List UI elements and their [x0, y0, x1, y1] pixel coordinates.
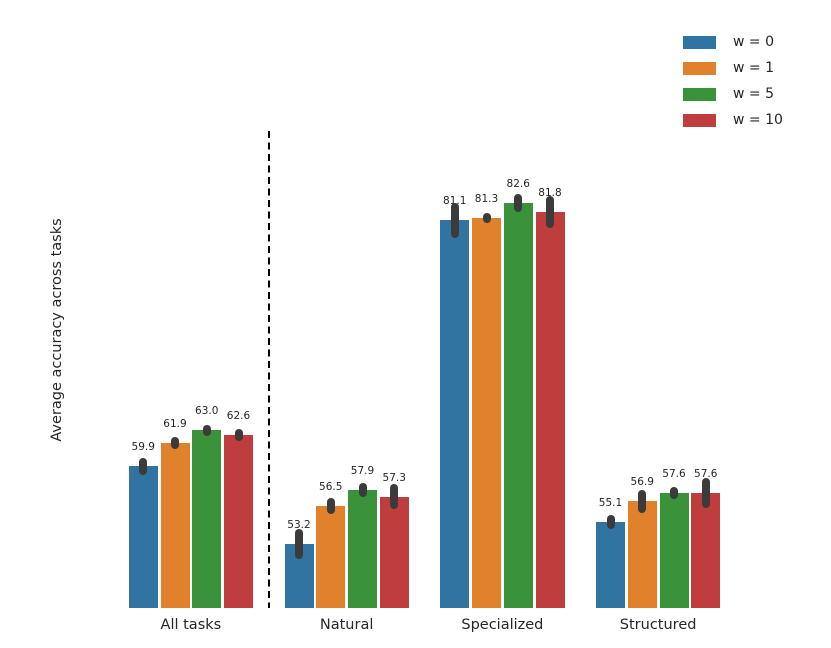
- legend-item: w = 5: [683, 81, 783, 107]
- legend-label: w = 10: [733, 112, 783, 128]
- category-separator-dashed-line: [267, 131, 270, 608]
- bar-w=0-structured: [596, 522, 625, 608]
- bar-value-label: 81.8: [538, 187, 562, 200]
- legend-swatch-icon: [683, 61, 716, 75]
- bar-value-label: 61.9: [163, 418, 187, 431]
- bar-value-label: 56.9: [630, 476, 654, 489]
- error-bar: [295, 529, 303, 560]
- bar-w=10-specialized: [535, 212, 565, 608]
- bar-value-label: 81.3: [474, 193, 499, 206]
- bar-w=1-specialized: [472, 218, 501, 608]
- bar-w=10-structured: [691, 493, 721, 608]
- error-bar: [606, 515, 615, 530]
- error-bar: [202, 424, 211, 437]
- bar-value-label: 57.3: [382, 471, 406, 484]
- bar-w=0-specialized: [440, 220, 470, 608]
- error-bar: [670, 486, 678, 500]
- error-bar: [638, 489, 647, 513]
- legend-item: w = 0: [683, 29, 783, 55]
- error-bar: [390, 483, 399, 510]
- bar-value-label: 57.9: [350, 464, 375, 477]
- error-bar: [450, 202, 459, 238]
- category-label-structured: Structured: [619, 617, 697, 633]
- legend-swatch-icon: [683, 87, 716, 101]
- bar-w=5-specialized: [503, 202, 533, 608]
- bar-value-label: 62.6: [226, 410, 251, 423]
- category-label-specialized: Specialized: [461, 617, 544, 633]
- bar-w=1-structured: [627, 501, 657, 608]
- bar-w=5-structured: [659, 493, 689, 608]
- bar-value-label: 59.9: [131, 441, 155, 454]
- error-bar: [514, 193, 523, 213]
- bar-w=0-all-tasks: [128, 466, 158, 608]
- error-bar: [171, 437, 179, 449]
- y-axis-label: Average accuracy across tasks: [49, 218, 65, 442]
- bar-w=10-all-tasks: [224, 435, 253, 608]
- legend-label: w = 5: [733, 86, 774, 102]
- bar-w=5-all-tasks: [192, 430, 222, 608]
- bar-value-label: 57.6: [694, 468, 718, 481]
- bar-value-label: 57.6: [662, 468, 686, 481]
- error-bar: [546, 195, 554, 229]
- category-label-all-tasks: All tasks: [160, 617, 222, 633]
- legend-item: w = 1: [683, 55, 783, 81]
- legend-swatch-icon: [683, 35, 716, 49]
- legend-label: w = 0: [733, 34, 774, 50]
- legend-swatch-icon: [683, 113, 716, 127]
- error-bar: [326, 497, 335, 514]
- bar-value-label: 63.0: [195, 405, 219, 418]
- bar-w=1-natural: [316, 505, 346, 608]
- legend-label: w = 1: [733, 60, 774, 76]
- bar-w=1-all-tasks: [160, 443, 190, 608]
- error-bar: [358, 482, 367, 497]
- bar-value-label: 53.2: [287, 519, 311, 532]
- error-bar: [701, 478, 710, 509]
- bar-w=5-natural: [348, 489, 377, 608]
- error-bar: [234, 429, 243, 441]
- bar-w=10-natural: [379, 496, 409, 608]
- bar-value-label: 55.1: [598, 497, 623, 510]
- legend-item: w = 10: [683, 107, 783, 133]
- legend: w = 0 w = 1 w = 5 w = 10: [683, 29, 783, 133]
- bar-value-label: 81.1: [443, 195, 467, 208]
- bar-value-label: 56.5: [319, 480, 343, 493]
- error-bar: [482, 213, 491, 223]
- error-bar: [139, 458, 148, 475]
- bar-value-label: 82.6: [506, 177, 530, 190]
- category-label-natural: Natural: [319, 617, 374, 633]
